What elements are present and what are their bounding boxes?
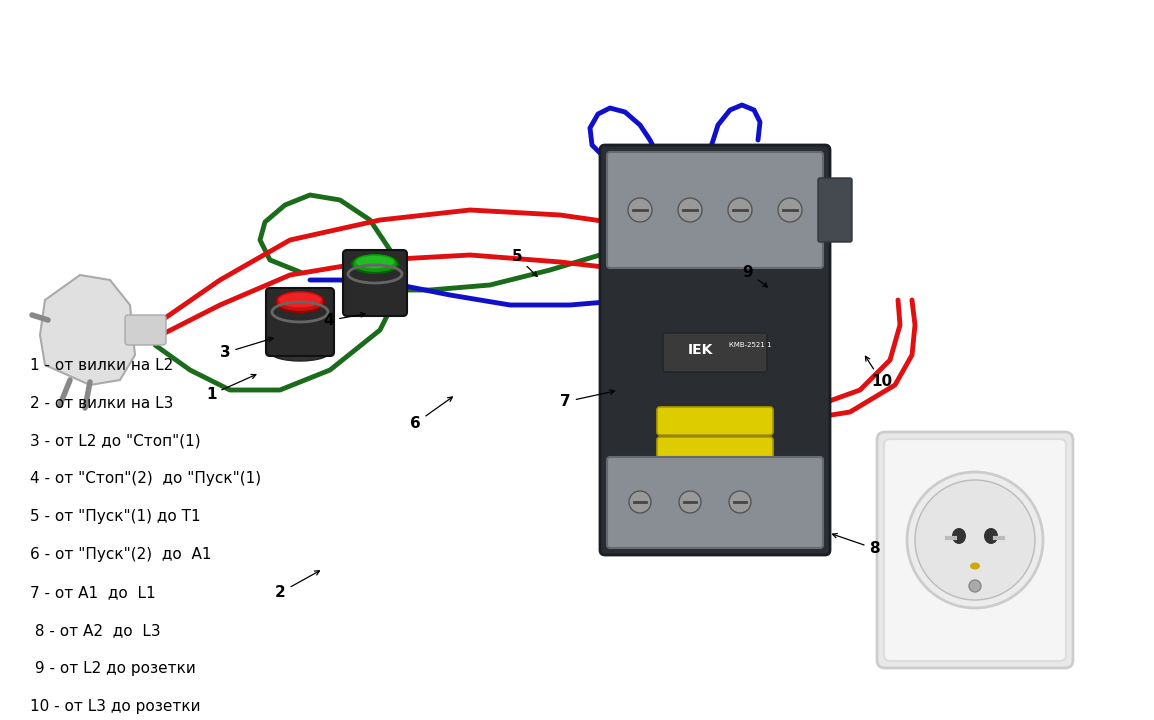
Circle shape [679, 198, 702, 222]
Text: 10: 10 [866, 356, 892, 389]
FancyBboxPatch shape [884, 439, 1066, 661]
Text: 5 - от "Пуск"(1) до T1: 5 - от "Пуск"(1) до T1 [30, 510, 201, 524]
Text: 1: 1 [205, 374, 256, 402]
Text: 9 - от L2 до розетки: 9 - от L2 до розетки [30, 662, 196, 677]
Text: 3: 3 [219, 338, 273, 360]
FancyBboxPatch shape [600, 145, 830, 555]
Text: 4 - от "Стоп"(2)  до "Пуск"(1): 4 - от "Стоп"(2) до "Пуск"(1) [30, 472, 261, 487]
FancyBboxPatch shape [664, 333, 767, 372]
Text: 2: 2 [275, 571, 320, 600]
Circle shape [728, 198, 752, 222]
Circle shape [679, 491, 700, 513]
Text: 4: 4 [323, 312, 365, 328]
Text: 5: 5 [511, 249, 537, 276]
Circle shape [969, 580, 981, 592]
FancyBboxPatch shape [657, 437, 773, 465]
FancyBboxPatch shape [125, 315, 166, 345]
Text: 7 - от A1  до  L1: 7 - от A1 до L1 [30, 585, 156, 600]
Circle shape [629, 491, 651, 513]
FancyBboxPatch shape [607, 152, 823, 268]
Text: КМВ-2521 1: КМВ-2521 1 [728, 342, 771, 348]
Text: 8: 8 [832, 534, 881, 556]
Text: 6 - от "Пуск"(2)  до  A1: 6 - от "Пуск"(2) до A1 [30, 547, 211, 562]
Text: 9: 9 [742, 265, 767, 287]
Circle shape [915, 480, 1035, 600]
Text: 3 - от L2 до "Стоп"(1): 3 - от L2 до "Стоп"(1) [30, 433, 201, 449]
Text: 6: 6 [410, 397, 452, 431]
Text: 10 - от L3 до розетки: 10 - от L3 до розетки [30, 700, 201, 714]
Ellipse shape [971, 562, 980, 570]
Ellipse shape [270, 343, 330, 361]
Text: 8 - от A2  до  L3: 8 - от A2 до L3 [30, 624, 160, 639]
FancyBboxPatch shape [343, 250, 407, 316]
Text: 2 - от вилки на L3: 2 - от вилки на L3 [30, 395, 173, 410]
Ellipse shape [352, 255, 398, 273]
Text: 7: 7 [560, 390, 614, 409]
Ellipse shape [276, 292, 324, 312]
Text: 1 - от вилки на L2: 1 - от вилки на L2 [30, 358, 173, 372]
Circle shape [778, 198, 802, 222]
Ellipse shape [952, 528, 966, 544]
FancyBboxPatch shape [267, 288, 334, 356]
Text: IEK: IEK [688, 343, 713, 357]
Circle shape [628, 198, 652, 222]
Ellipse shape [278, 292, 322, 308]
Circle shape [907, 472, 1043, 608]
FancyBboxPatch shape [607, 457, 823, 548]
Polygon shape [40, 275, 135, 385]
FancyBboxPatch shape [657, 407, 773, 435]
FancyBboxPatch shape [818, 178, 852, 242]
Circle shape [729, 491, 751, 513]
Ellipse shape [355, 255, 395, 269]
FancyBboxPatch shape [877, 432, 1073, 668]
Ellipse shape [984, 528, 998, 544]
FancyBboxPatch shape [657, 467, 773, 495]
